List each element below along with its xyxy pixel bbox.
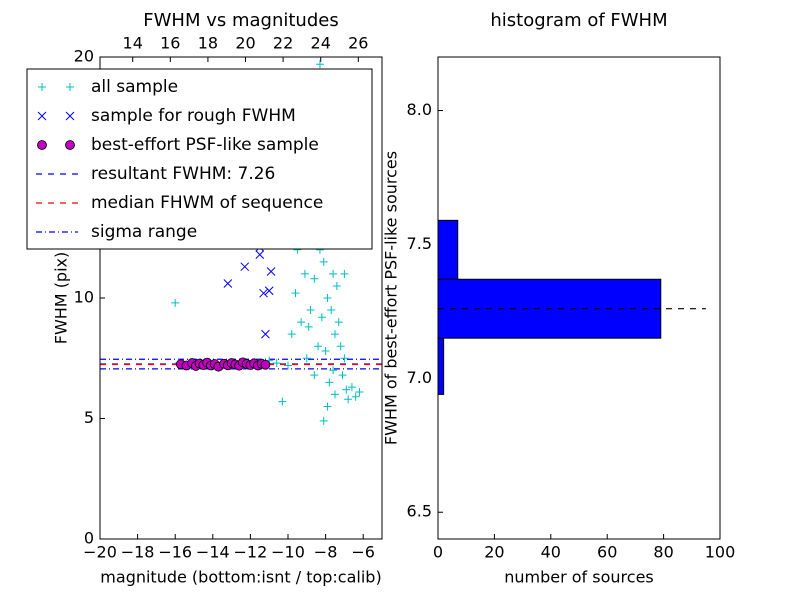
bar	[437, 337, 445, 395]
y-tick-label: 7.5	[407, 234, 432, 253]
marker	[317, 313, 326, 322]
marker	[355, 387, 364, 396]
marker	[65, 111, 75, 121]
marker	[297, 318, 306, 327]
marker	[340, 269, 349, 278]
x-tick-label: −14	[196, 543, 230, 562]
marker	[278, 397, 287, 406]
y-tick-label: 7.0	[407, 368, 432, 387]
x2-tick-label: 24	[311, 34, 331, 53]
marker	[336, 342, 345, 351]
marker	[323, 294, 332, 302]
legend-label: resultant FWHM: 7.26	[91, 164, 275, 184]
marker	[300, 269, 309, 278]
x-tick-label: −18	[121, 543, 155, 562]
marker	[65, 140, 75, 150]
marker	[334, 318, 343, 327]
y-tick-label: 8.0	[407, 100, 432, 119]
marker	[321, 347, 330, 356]
marker	[338, 371, 347, 380]
marker	[342, 385, 351, 394]
marker	[347, 383, 356, 392]
y-tick-label: 20	[74, 47, 94, 66]
x-tick-label: −6	[351, 543, 375, 562]
legend-label: sample for rough FWHM	[91, 106, 296, 126]
x2-tick-label: 16	[160, 34, 180, 53]
y-axis-label: FWHM (pix)	[52, 252, 71, 345]
marker	[223, 279, 233, 288]
marker	[344, 395, 353, 404]
marker	[261, 329, 270, 339]
marker	[37, 111, 47, 121]
marker	[272, 359, 281, 368]
chart-title: FWHM vs magnitudes	[143, 10, 338, 31]
marker	[310, 274, 319, 283]
x-tick-label: −8	[314, 543, 338, 562]
x-axis-label: number of sources	[504, 568, 654, 587]
x-tick-label: −16	[158, 543, 192, 562]
y-axis-label: FWHM of best-effort PSF-like sources	[382, 151, 401, 445]
marker	[325, 378, 334, 387]
marker	[329, 366, 338, 375]
marker	[291, 289, 300, 298]
marker	[351, 392, 360, 401]
marker	[314, 342, 323, 351]
x-tick-label: −12	[234, 543, 268, 562]
chart-title: histogram of FWHM	[490, 10, 667, 31]
marker	[302, 354, 311, 363]
marker	[310, 371, 319, 380]
marker	[287, 330, 296, 339]
legend-label: median FHWM of sequence	[91, 193, 323, 213]
x-tick-label: 100	[705, 543, 736, 562]
x-tick-label: −10	[271, 543, 305, 562]
marker	[264, 286, 274, 296]
marker	[340, 354, 349, 363]
marker	[260, 359, 271, 370]
bar	[437, 219, 459, 280]
legend-label: best-effort PSF-like sample	[91, 135, 319, 155]
marker	[319, 257, 328, 266]
x-tick-label: 20	[484, 543, 504, 562]
x2-tick-label: 18	[198, 34, 218, 53]
marker	[331, 330, 339, 339]
marker	[306, 306, 315, 315]
marker	[315, 60, 324, 69]
x-tick-label: −20	[83, 543, 117, 562]
frame	[437, 56, 721, 540]
marker	[284, 361, 292, 370]
marker	[327, 306, 336, 315]
marker	[266, 267, 276, 276]
marker	[255, 250, 265, 259]
legend-label: all sample	[91, 77, 178, 97]
marker	[38, 83, 46, 91]
marker	[240, 262, 250, 272]
x-tick-label: 60	[597, 543, 617, 562]
x-tick-label: 80	[653, 543, 673, 562]
x2-tick-label: 22	[273, 34, 293, 53]
marker	[331, 390, 339, 399]
legend-label: sigma range	[91, 222, 197, 242]
x2-tick-label: 14	[123, 34, 143, 53]
x2-tick-label: 20	[235, 34, 255, 53]
marker	[259, 288, 268, 298]
marker	[37, 140, 47, 150]
marker	[304, 322, 313, 331]
y-tick-label: 10	[74, 288, 94, 307]
marker	[323, 402, 332, 411]
y-tick-label: 0	[84, 529, 94, 548]
y-tick-label: 6.5	[407, 502, 432, 521]
x-tick-label: 0	[433, 543, 443, 562]
x-axis-label: magnitude (bottom:isnt / top:calib)	[100, 568, 381, 587]
marker	[332, 281, 341, 290]
y-tick-label: 5	[84, 408, 94, 427]
marker	[319, 416, 328, 425]
legend-box	[26, 68, 373, 250]
marker	[171, 298, 180, 307]
x2-tick-label: 26	[348, 34, 368, 53]
marker	[329, 269, 338, 278]
frame	[99, 56, 383, 540]
x-tick-label: 40	[541, 543, 561, 562]
marker	[66, 83, 74, 91]
